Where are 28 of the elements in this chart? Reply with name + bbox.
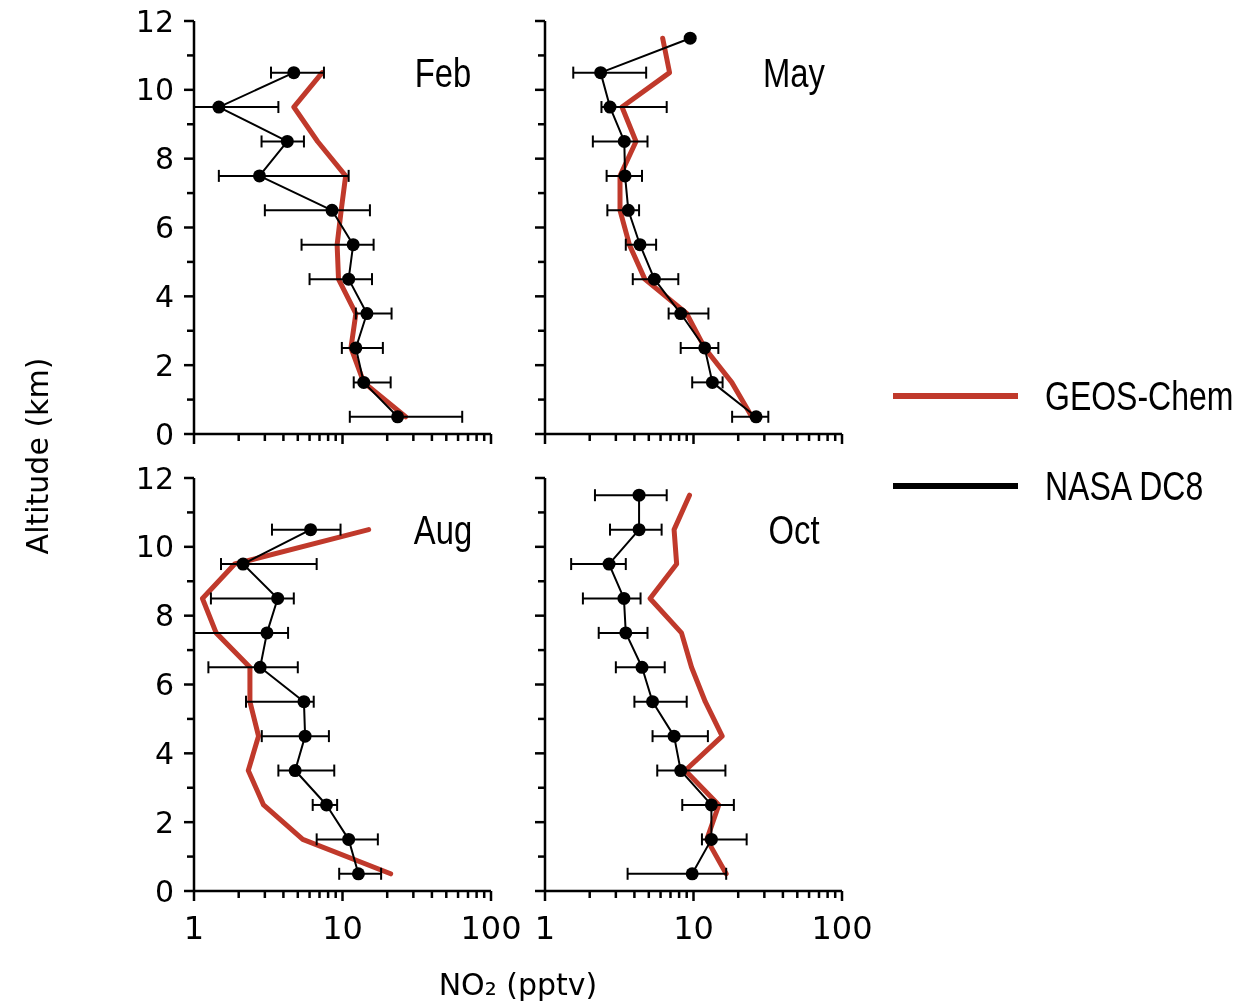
y-tick-label: 12 [135, 460, 174, 496]
y-tick-label: 6 [154, 667, 174, 702]
x-axis-title: NO₂ (pptv) [438, 967, 598, 1002]
legend-label: NASA DC8 [1045, 463, 1204, 509]
y-tick-label: 0 [154, 873, 174, 909]
x-tick-label: 1 [183, 909, 205, 947]
x-tick-label: 10 [322, 909, 363, 947]
x-tick-label: 100 [460, 909, 522, 947]
y-tick-label: 8 [154, 141, 174, 177]
y-tick-label: 10 [135, 529, 174, 565]
y-tick-label: 10 [135, 72, 174, 108]
y-tick-label: 4 [154, 735, 174, 771]
y-tick-label: 12 [135, 3, 174, 39]
y-tick-label: 2 [154, 347, 174, 383]
text: May [763, 50, 826, 96]
x-tick-label: 100 [811, 909, 873, 947]
y-tick-label: 4 [154, 278, 174, 314]
y-tick-label: 8 [154, 598, 174, 634]
text: Aug [413, 507, 473, 553]
x-tick-label: 10 [673, 909, 714, 947]
y-tick-label: 6 [154, 210, 174, 245]
y-axis-title: Altitude (km) [20, 357, 55, 555]
x-tick-label: 1 [534, 909, 556, 947]
legend-label: GEOS-Chem [1045, 373, 1234, 419]
text: Oct [768, 507, 820, 553]
text: Feb [414, 50, 472, 96]
y-tick-label: 2 [154, 804, 174, 840]
y-tick-label: 0 [154, 416, 174, 452]
